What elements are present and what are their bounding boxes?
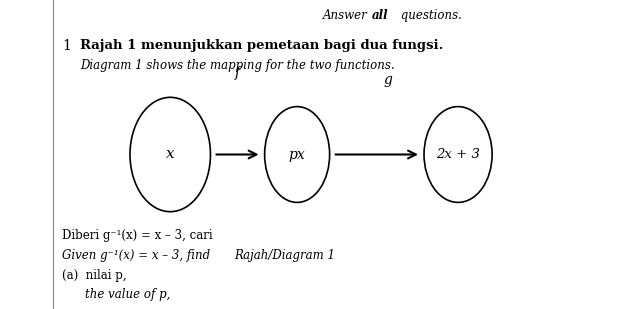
Text: Rajah/Diagram 1: Rajah/Diagram 1 [234, 249, 335, 262]
Text: Answer: Answer [323, 9, 371, 22]
Text: the value of p,: the value of p, [85, 288, 171, 301]
Text: all: all [371, 9, 388, 22]
Text: x: x [166, 147, 175, 162]
Text: (a)  nilai p,: (a) nilai p, [62, 269, 126, 282]
Text: 1: 1 [62, 39, 71, 53]
Text: px: px [288, 147, 306, 162]
Text: Diagram 1 shows the mapping for the two functions.: Diagram 1 shows the mapping for the two … [80, 59, 395, 72]
Text: questions.: questions. [397, 9, 462, 22]
Text: f: f [235, 66, 240, 80]
Text: 2x + 3: 2x + 3 [436, 148, 480, 161]
Text: g: g [383, 73, 392, 87]
Text: Rajah 1 menunjukkan pemetaan bagi dua fungsi.: Rajah 1 menunjukkan pemetaan bagi dua fu… [80, 39, 444, 52]
Text: Given g⁻¹(x) = x – 3, find: Given g⁻¹(x) = x – 3, find [62, 249, 210, 262]
Text: Diberi g⁻¹(x) = x – 3, cari: Diberi g⁻¹(x) = x – 3, cari [62, 229, 212, 242]
